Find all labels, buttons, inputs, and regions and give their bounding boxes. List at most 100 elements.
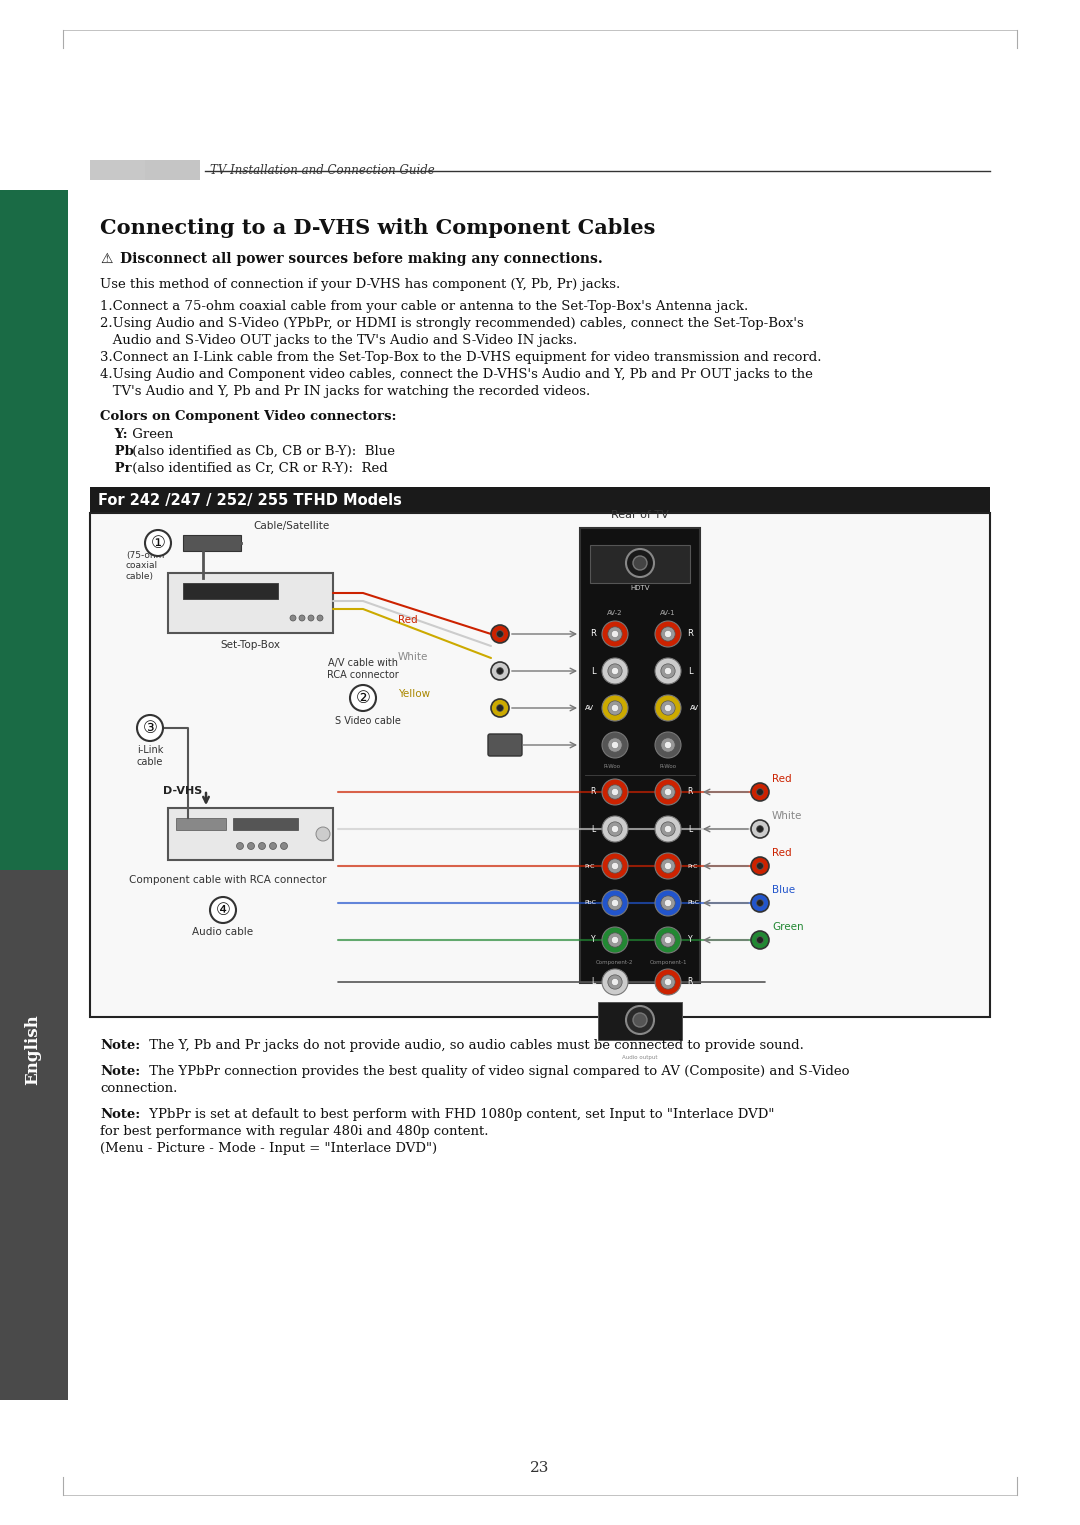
Text: Component cable with RCA connector: Component cable with RCA connector (130, 875, 327, 884)
Circle shape (611, 979, 619, 985)
Circle shape (751, 857, 769, 875)
Circle shape (757, 825, 764, 833)
Circle shape (602, 816, 627, 842)
Text: 23: 23 (530, 1461, 550, 1475)
Circle shape (633, 1013, 647, 1026)
Circle shape (626, 549, 654, 576)
Text: R-Woo: R-Woo (604, 764, 621, 770)
Circle shape (602, 732, 627, 758)
Text: The Y, Pb and Pr jacks do not provide audio, so audio cables must be connected t: The Y, Pb and Pr jacks do not provide au… (145, 1039, 804, 1052)
Text: L: L (591, 825, 595, 834)
Circle shape (611, 936, 619, 944)
Text: Red: Red (772, 775, 792, 784)
Text: Audio cable: Audio cable (192, 927, 254, 936)
Text: i-Link
cable: i-Link cable (137, 746, 163, 767)
FancyBboxPatch shape (233, 817, 298, 830)
Text: Note:: Note: (100, 1064, 140, 1078)
Circle shape (608, 785, 622, 799)
Circle shape (661, 859, 675, 874)
Text: The YPbPr connection provides the best quality of video signal compared to AV (C: The YPbPr connection provides the best q… (145, 1064, 850, 1078)
Circle shape (633, 557, 647, 570)
Text: AV: AV (584, 705, 594, 711)
Text: R: R (687, 630, 693, 639)
Circle shape (654, 657, 681, 685)
Text: R: R (591, 787, 596, 796)
Circle shape (664, 825, 672, 833)
Circle shape (664, 900, 672, 907)
Circle shape (661, 627, 675, 640)
Text: HDTV: HDTV (631, 586, 650, 592)
Text: 3.Connect an I-Link cable from the Set-Top-Box to the D-VHS equipment for video : 3.Connect an I-Link cable from the Set-T… (100, 351, 822, 364)
Circle shape (654, 927, 681, 953)
Text: Connecting to a D-VHS with Component Cables: Connecting to a D-VHS with Component Cab… (100, 218, 656, 238)
Text: Disconnect all power sources before making any connections.: Disconnect all power sources before maki… (120, 252, 603, 265)
FancyBboxPatch shape (183, 535, 241, 551)
Circle shape (654, 968, 681, 994)
Text: Set-Top-Box: Set-Top-Box (220, 640, 281, 650)
Text: Yellow: Yellow (399, 689, 430, 698)
FancyBboxPatch shape (580, 528, 700, 984)
Text: ⚠: ⚠ (100, 252, 112, 265)
Circle shape (611, 825, 619, 833)
Circle shape (611, 705, 619, 712)
Circle shape (308, 615, 314, 621)
Text: ③: ③ (143, 718, 158, 737)
Text: Green: Green (129, 429, 173, 441)
Circle shape (608, 859, 622, 874)
Text: S Video cable: S Video cable (335, 717, 401, 726)
Circle shape (654, 852, 681, 878)
Text: White: White (399, 653, 429, 662)
Text: Note:: Note: (100, 1039, 140, 1052)
Text: Audio output: Audio output (622, 1055, 658, 1060)
Circle shape (608, 663, 622, 679)
Circle shape (210, 897, 237, 923)
Text: Sub
Woofer: Sub Woofer (629, 1042, 651, 1052)
Text: Y:: Y: (110, 429, 127, 441)
FancyBboxPatch shape (168, 573, 333, 633)
Circle shape (608, 933, 622, 947)
Circle shape (497, 630, 503, 637)
Text: L: L (591, 666, 595, 676)
Circle shape (602, 621, 627, 647)
Text: L: L (688, 666, 692, 676)
Circle shape (491, 625, 509, 644)
Circle shape (661, 974, 675, 990)
Text: (also identified as Cb, CB or B-Y):  Blue: (also identified as Cb, CB or B-Y): Blue (129, 445, 395, 457)
Text: 2.Using Audio and S-Video (YPbPr, or HDMI is strongly recommended) cables, conne: 2.Using Audio and S-Video (YPbPr, or HDM… (100, 317, 804, 329)
Text: R: R (590, 630, 596, 639)
Text: R: R (687, 978, 692, 987)
Circle shape (137, 715, 163, 741)
Circle shape (497, 705, 503, 712)
Circle shape (602, 779, 627, 805)
Text: Red: Red (399, 615, 418, 625)
FancyBboxPatch shape (598, 1002, 681, 1040)
Circle shape (608, 895, 622, 910)
Circle shape (654, 621, 681, 647)
Circle shape (661, 895, 675, 910)
Circle shape (661, 663, 675, 679)
Text: L: L (688, 825, 692, 834)
Circle shape (611, 630, 619, 637)
Text: PbC: PbC (584, 900, 596, 906)
Text: Red: Red (772, 848, 792, 859)
Circle shape (611, 788, 619, 796)
Circle shape (258, 842, 266, 849)
FancyBboxPatch shape (176, 817, 226, 830)
Circle shape (608, 974, 622, 990)
Text: (also identified as Cr, CR or R-Y):  Red: (also identified as Cr, CR or R-Y): Red (129, 462, 388, 474)
Text: Y: Y (591, 935, 595, 944)
Circle shape (602, 891, 627, 917)
Circle shape (611, 741, 619, 749)
Text: L: L (591, 978, 595, 987)
Circle shape (757, 863, 764, 869)
Circle shape (654, 891, 681, 917)
Circle shape (608, 627, 622, 640)
Text: Colors on Component Video connectors:: Colors on Component Video connectors: (100, 410, 396, 422)
Text: TV Installation and Connection Guide: TV Installation and Connection Guide (210, 165, 435, 177)
Text: 4.Using Audio and Component video cables, connect the D-VHS's Audio and Y, Pb an: 4.Using Audio and Component video cables… (100, 368, 813, 381)
Text: PrC: PrC (688, 863, 699, 869)
Text: YPbPr is set at default to best perform with FHD 1080p content, set Input to "In: YPbPr is set at default to best perform … (145, 1109, 774, 1121)
Circle shape (611, 862, 619, 869)
Circle shape (626, 1006, 654, 1034)
FancyBboxPatch shape (90, 512, 990, 1017)
